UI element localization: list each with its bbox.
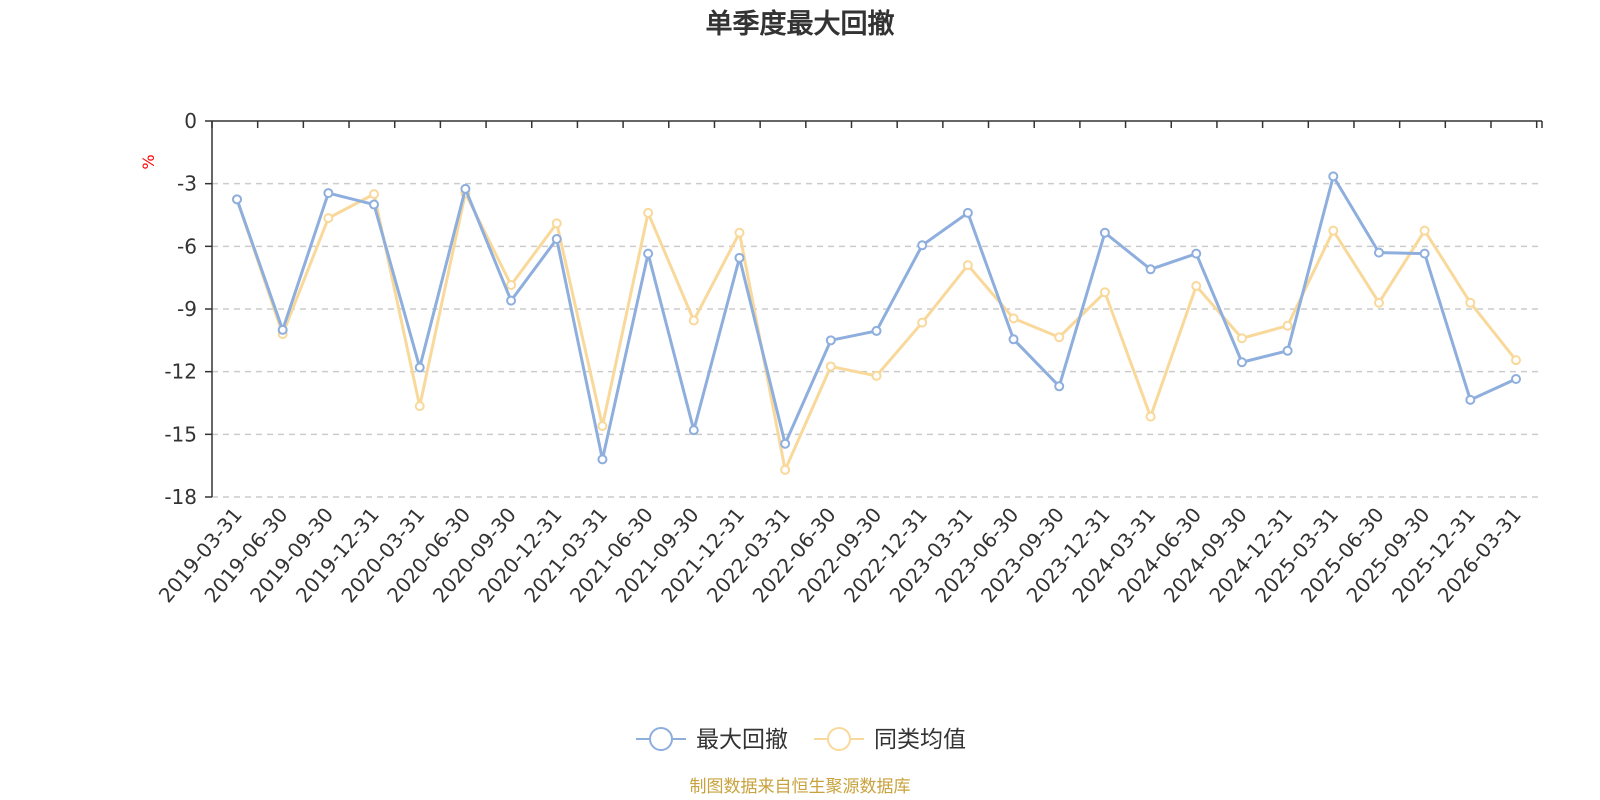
- data-point[interactable]: [1191, 248, 1202, 259]
- y-tick-label: -12: [164, 360, 197, 384]
- data-point[interactable]: [414, 362, 425, 373]
- data-point[interactable]: [1419, 225, 1430, 236]
- legend[interactable]: 最大回撤 同类均值: [636, 727, 966, 753]
- data-point[interactable]: [1236, 357, 1247, 368]
- data-point[interactable]: [1236, 333, 1247, 344]
- data-source-note: 制图数据来自恒生聚源数据库: [690, 777, 911, 797]
- data-point[interactable]: [962, 260, 973, 271]
- data-point[interactable]: [734, 252, 745, 263]
- data-point[interactable]: [1373, 247, 1384, 258]
- data-point[interactable]: [688, 425, 699, 436]
- data-point[interactable]: [825, 335, 836, 346]
- data-point[interactable]: [1191, 281, 1202, 292]
- x-axis-tick-labels: 2019-03-312019-06-302019-09-302019-12-31…: [154, 503, 1526, 607]
- y-axis-unit-label: %: [139, 154, 158, 169]
- data-point[interactable]: [1054, 381, 1065, 392]
- data-point[interactable]: [962, 207, 973, 218]
- data-point[interactable]: [323, 188, 334, 199]
- series-1: [232, 171, 1521, 465]
- y-tick-label: -18: [164, 485, 197, 509]
- data-point[interactable]: [551, 234, 562, 245]
- data-point[interactable]: [871, 325, 882, 336]
- data-point[interactable]: [1282, 345, 1293, 356]
- y-tick-label: -3: [177, 172, 197, 196]
- data-point[interactable]: [369, 189, 380, 200]
- data-point[interactable]: [1465, 394, 1476, 405]
- data-point[interactable]: [369, 199, 380, 210]
- data-point[interactable]: [917, 317, 928, 328]
- data-point[interactable]: [734, 227, 745, 238]
- series-line: [235, 174, 1517, 461]
- axes: [205, 120, 1543, 498]
- data-point[interactable]: [277, 324, 288, 335]
- legend-item-1[interactable]: 最大回撤: [636, 727, 788, 753]
- data-point[interactable]: [597, 420, 608, 431]
- legend-item-2[interactable]: 同类均值: [814, 727, 966, 753]
- data-point[interactable]: [1465, 297, 1476, 308]
- data-point[interactable]: [1511, 373, 1521, 384]
- data-point[interactable]: [1328, 171, 1339, 182]
- data-point[interactable]: [1054, 332, 1065, 343]
- data-point[interactable]: [506, 279, 517, 290]
- data-point[interactable]: [780, 438, 791, 449]
- data-point[interactable]: [1282, 320, 1293, 331]
- data-point[interactable]: [688, 315, 699, 326]
- data-point[interactable]: [1008, 313, 1019, 324]
- series-lines: [232, 171, 1521, 475]
- data-point[interactable]: [506, 295, 517, 306]
- data-point[interactable]: [780, 464, 791, 475]
- data-point[interactable]: [825, 361, 836, 372]
- data-point[interactable]: [1419, 248, 1430, 259]
- legend-label: 同类均值: [874, 727, 966, 753]
- data-point[interactable]: [1328, 225, 1339, 236]
- data-point[interactable]: [1511, 355, 1521, 366]
- data-point[interactable]: [1099, 227, 1110, 238]
- data-point[interactable]: [323, 213, 334, 224]
- data-point[interactable]: [643, 207, 654, 218]
- data-point[interactable]: [643, 248, 654, 259]
- data-point[interactable]: [871, 370, 882, 381]
- data-point[interactable]: [1373, 297, 1384, 308]
- data-point[interactable]: [597, 454, 608, 465]
- data-point[interactable]: [551, 218, 562, 229]
- y-tick-label: -6: [177, 234, 197, 258]
- data-point[interactable]: [1145, 264, 1156, 275]
- y-axis-tick-labels: 0 -3 -6 -9 -12 -15 -18: [164, 109, 197, 509]
- y-tick-label: -9: [177, 297, 197, 321]
- y-tick-label: 0: [184, 109, 197, 133]
- data-point[interactable]: [1099, 287, 1110, 298]
- legend-label: 最大回撤: [696, 727, 788, 753]
- legend-marker-icon: [827, 727, 851, 751]
- data-point[interactable]: [460, 183, 471, 194]
- data-point[interactable]: [232, 194, 242, 205]
- data-point[interactable]: [917, 240, 928, 251]
- data-point[interactable]: [1008, 334, 1019, 345]
- data-point[interactable]: [1145, 411, 1156, 422]
- legend-marker-icon: [649, 727, 673, 751]
- data-point[interactable]: [414, 401, 425, 412]
- chart-title: 单季度最大回撤: [706, 8, 895, 40]
- y-tick-label: -15: [164, 422, 197, 446]
